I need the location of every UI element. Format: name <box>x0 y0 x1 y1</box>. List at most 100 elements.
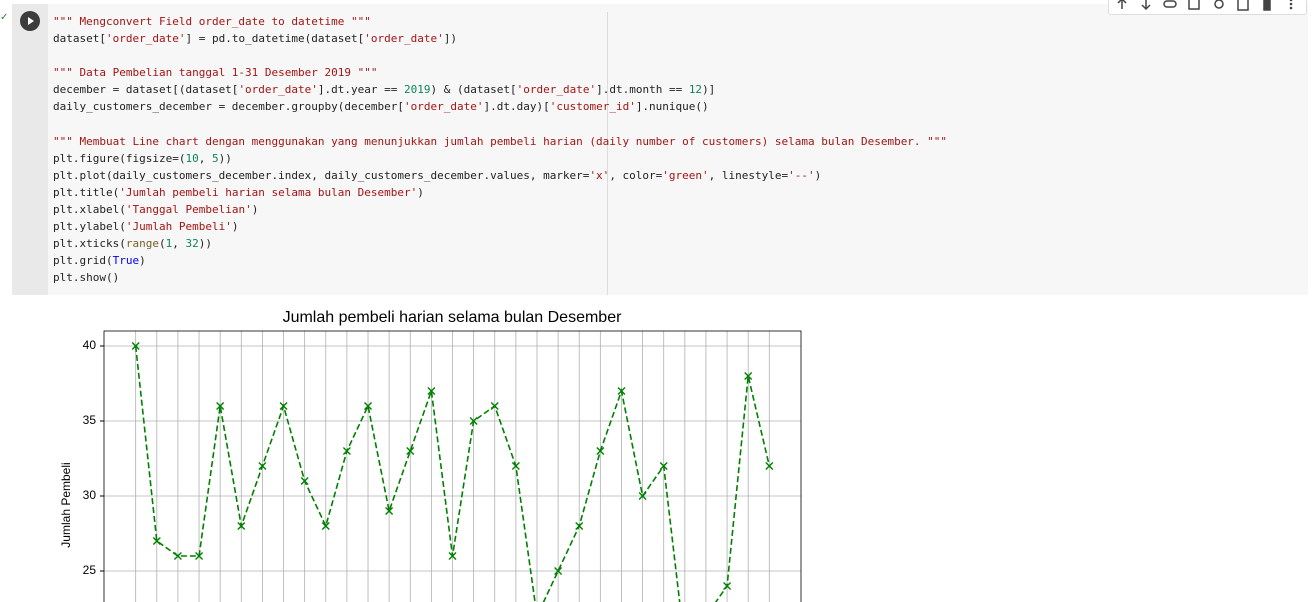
marker-stroke <box>300 477 309 485</box>
code-line: plt.title('Jumlah pembeli harian selama … <box>53 184 947 201</box>
data-marker <box>744 372 753 380</box>
code-token: 1 <box>165 237 173 251</box>
data-marker <box>765 462 774 470</box>
code-line: plt.xticks(range(1, 32)) <box>53 235 947 252</box>
marker-stroke <box>765 462 774 470</box>
code-token: 'Jumlah pembeli harian selama bulan Dese… <box>119 185 418 199</box>
marker-stroke <box>511 462 520 470</box>
code-token: plt.title( <box>53 185 120 199</box>
axes-frame <box>103 330 802 602</box>
code-token: )) <box>198 237 212 251</box>
settings-icon[interactable] <box>1214 0 1224 9</box>
data-marker <box>195 552 204 560</box>
y-tick-label: 40 <box>83 338 97 352</box>
data-marker <box>237 522 246 530</box>
marker-stroke <box>723 582 732 590</box>
marker-stroke <box>554 567 563 575</box>
y-tick-label: 25 <box>83 563 97 577</box>
data-marker <box>342 447 351 455</box>
code-token: december = dataset[(dataset[ <box>53 83 239 97</box>
code-line: """ Data Pembelian tanggal 1-31 Desember… <box>53 64 947 81</box>
code-token: ) & (dataset[ <box>430 83 517 97</box>
data-marker <box>638 492 647 500</box>
code-token: ].dt.month == <box>596 83 689 97</box>
chart: Jumlah pembeli harian selama bulan Desem… <box>59 309 802 602</box>
data-marker <box>596 447 605 455</box>
marker-stroke <box>195 552 204 560</box>
link-icon[interactable] <box>1163 0 1177 8</box>
data-marker <box>406 447 415 455</box>
data-marker <box>385 507 394 515</box>
marker-stroke <box>131 342 140 350</box>
code-token: ) <box>139 254 146 268</box>
code-line: december = dataset[(dataset['order_date'… <box>53 81 947 98</box>
marker-stroke <box>237 522 246 530</box>
code-line: plt.xlabel('Tanggal Pembelian') <box>53 201 947 218</box>
data-marker <box>448 552 457 560</box>
code-token: 'x' <box>589 168 610 182</box>
marker-stroke <box>490 402 499 410</box>
data-marker <box>279 402 288 410</box>
marker-stroke <box>659 462 668 470</box>
code-line: dataset['order_date'] = pd.to_datetime(d… <box>53 30 947 47</box>
code-token: , color= <box>609 168 663 182</box>
marker-stroke <box>406 447 415 455</box>
y-tick-label: 35 <box>83 413 97 427</box>
code-line: plt.grid(True) <box>53 252 947 269</box>
code-token: , <box>172 237 186 251</box>
code-block: """ Mengconvert Field order_date to date… <box>53 13 947 47</box>
code-line: """ Membuat Line chart dengan menggunaka… <box>53 133 947 150</box>
code-token: ].dt.day)[ <box>483 100 550 114</box>
data-marker <box>152 537 161 545</box>
code-token: 10 <box>185 151 199 165</box>
y-tick-label: 30 <box>83 488 97 502</box>
ruler <box>607 12 608 295</box>
move-down-icon[interactable] <box>1141 0 1151 11</box>
code-token: 32 <box>185 237 199 251</box>
marker-stroke <box>342 447 351 455</box>
marker-stroke <box>364 402 373 410</box>
code-token: plt.grid( <box>53 254 113 268</box>
comment-icon[interactable] <box>1188 0 1200 10</box>
data-marker <box>617 387 626 395</box>
code-token: ( <box>158 237 166 251</box>
code-token: 'order_date' <box>105 32 186 46</box>
marker-stroke <box>596 447 605 455</box>
code-line: plt.plot(daily_customers_december.index,… <box>53 167 947 184</box>
code-line: plt.ylabel('Jumlah Pembeli') <box>53 218 947 235</box>
code-token: plt.ylabel( <box>53 220 126 234</box>
code-token: 'order_date' <box>364 32 444 46</box>
code-token: range <box>125 237 159 251</box>
move-up-icon[interactable] <box>1117 0 1127 9</box>
code-token: ) <box>814 168 822 182</box>
marker-stroke <box>448 552 457 560</box>
delete-icon[interactable] <box>1263 0 1271 11</box>
code-token: ) <box>251 203 259 217</box>
code-token: , linestyle= <box>708 168 789 182</box>
marker-stroke <box>321 522 330 530</box>
data-marker <box>554 567 563 575</box>
marker-stroke <box>152 537 161 545</box>
code-token: """ Data Pembelian tanggal 1-31 Desember… <box>53 66 378 80</box>
marker-stroke <box>575 522 584 530</box>
code-token: ]) <box>443 32 458 46</box>
run-button[interactable] <box>20 11 40 31</box>
code-token: ) <box>231 220 239 234</box>
marker-stroke <box>744 372 753 380</box>
data-marker <box>300 477 309 485</box>
more-icon[interactable] <box>1289 0 1293 10</box>
mirror-icon[interactable] <box>1237 0 1249 11</box>
code-line: plt.show() <box>53 269 947 286</box>
code-block: """ Data Pembelian tanggal 1-31 Desember… <box>53 64 947 115</box>
code-line: plt.figure(figsize=(10, 5)) <box>53 150 947 167</box>
code-token: 5 <box>211 151 219 165</box>
code-editor[interactable]: """ Mengconvert Field order_date to date… <box>53 13 947 304</box>
code-token: daily_customers_december = december.grou… <box>53 100 404 114</box>
data-marker <box>469 417 478 425</box>
code-token: )] <box>702 83 716 97</box>
code-token: plt.plot(daily_customers_december.index,… <box>53 168 590 182</box>
code-token: plt.xticks( <box>53 237 126 251</box>
code-token: )) <box>218 151 232 165</box>
code-line: """ Mengconvert Field order_date to date… <box>53 13 947 30</box>
